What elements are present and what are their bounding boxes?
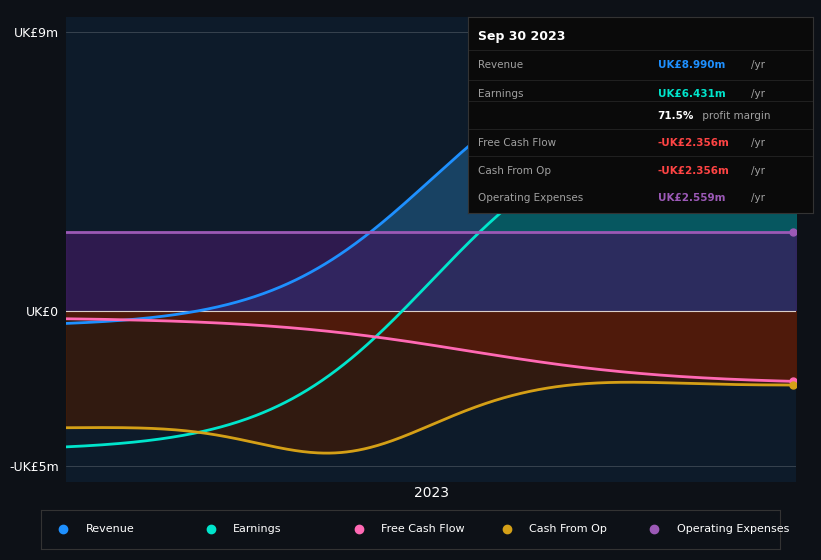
Text: Cash From Op: Cash From Op [479, 166, 552, 176]
Text: 71.5%: 71.5% [658, 111, 694, 121]
Text: Operating Expenses: Operating Expenses [677, 524, 789, 534]
Text: UK£2.559m: UK£2.559m [658, 193, 725, 203]
Text: profit margin: profit margin [699, 111, 770, 121]
Text: /yr: /yr [750, 60, 764, 70]
Text: Operating Expenses: Operating Expenses [479, 193, 584, 203]
Text: -UK£2.356m: -UK£2.356m [658, 166, 730, 176]
Text: Revenue: Revenue [85, 524, 134, 534]
Text: -UK£2.356m: -UK£2.356m [658, 138, 730, 148]
Text: /yr: /yr [750, 166, 764, 176]
Text: Sep 30 2023: Sep 30 2023 [479, 30, 566, 43]
Text: Free Cash Flow: Free Cash Flow [479, 138, 557, 148]
Text: /yr: /yr [750, 193, 764, 203]
Text: Free Cash Flow: Free Cash Flow [381, 524, 465, 534]
Text: UK£8.990m: UK£8.990m [658, 60, 725, 70]
Text: Cash From Op: Cash From Op [529, 524, 607, 534]
Text: /yr: /yr [750, 89, 764, 99]
Text: /yr: /yr [750, 138, 764, 148]
Text: UK£6.431m: UK£6.431m [658, 89, 726, 99]
Text: Revenue: Revenue [479, 60, 524, 70]
Text: Earnings: Earnings [233, 524, 282, 534]
Text: Earnings: Earnings [479, 89, 524, 99]
